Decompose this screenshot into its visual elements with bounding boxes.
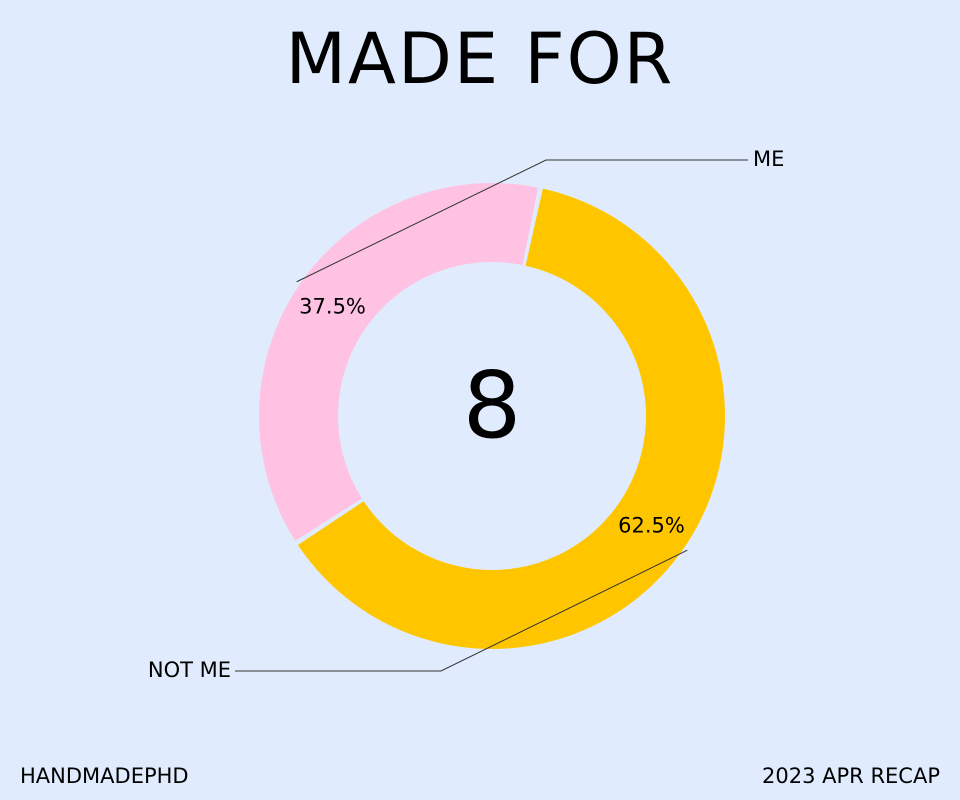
pct-label-not-me: 62.5% (618, 514, 685, 538)
leader-line-me (296, 159, 748, 283)
pct-label-me: 37.5% (299, 294, 366, 318)
category-label-not-me: NOT ME (148, 658, 231, 682)
slice-group (259, 183, 725, 649)
footer-recap: 2023 APR RECAP (762, 764, 940, 788)
footer-brand: HANDMADEPHD (20, 764, 189, 788)
slice-not-me (297, 188, 725, 649)
category-label-me: ME (753, 147, 784, 171)
center-value: 8 (463, 352, 522, 459)
leader-line-not-me (235, 549, 688, 672)
slice-me (259, 183, 539, 541)
label-group: 37.5% ME 62.5% NOT ME (148, 147, 785, 682)
chart-title: MADE FOR (285, 18, 675, 100)
